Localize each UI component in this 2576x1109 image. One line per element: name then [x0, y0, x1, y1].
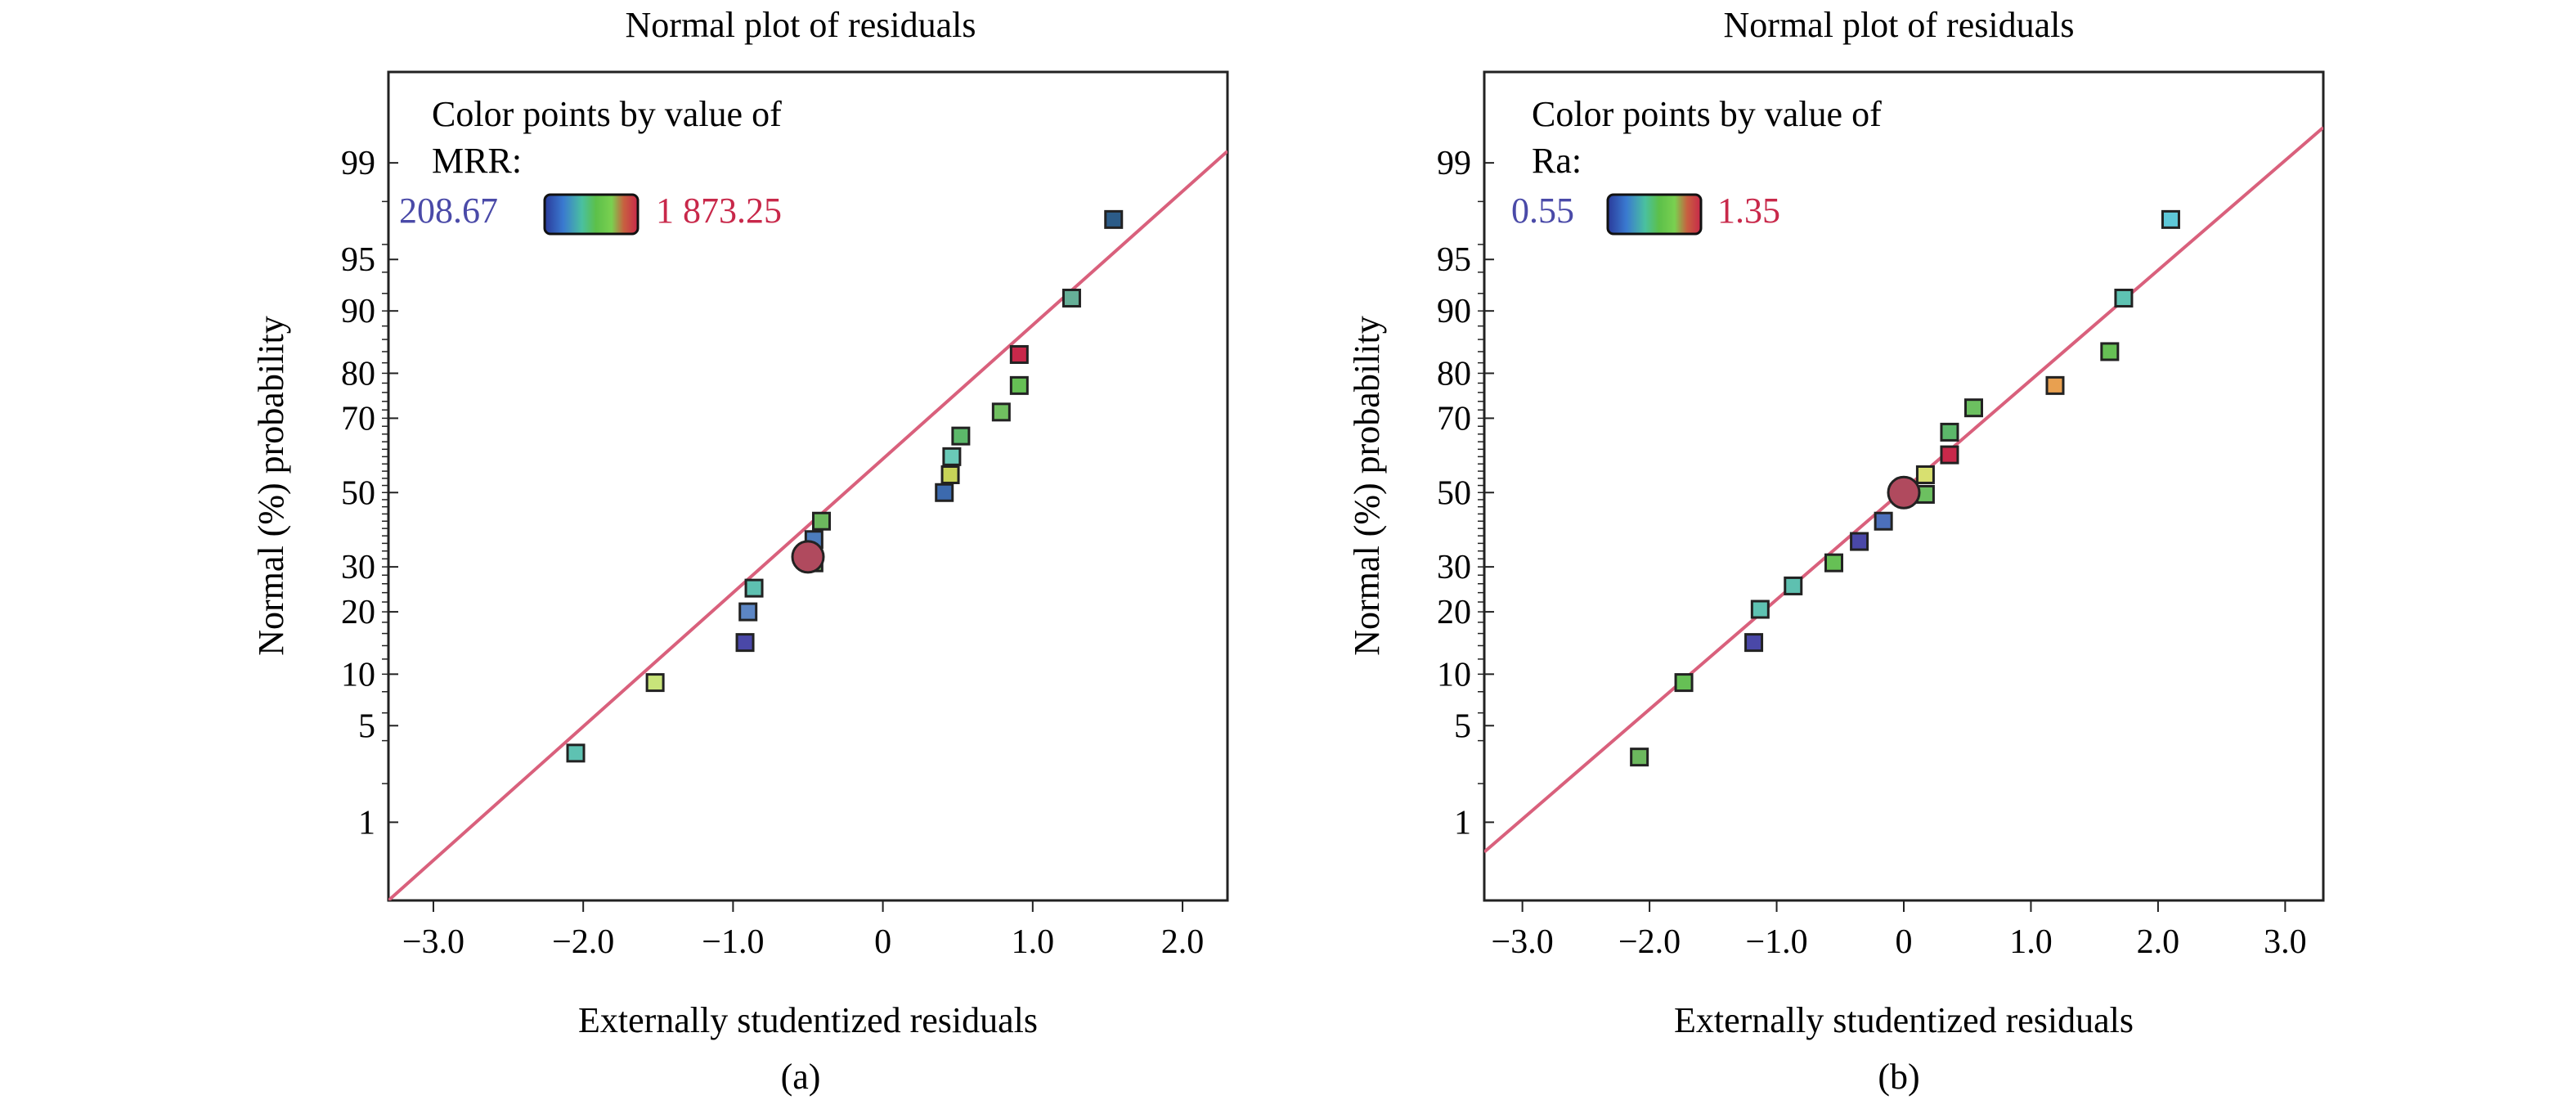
y-tick-label: 5 [358, 707, 375, 745]
y-tick-label: 10 [1437, 656, 1471, 694]
y-tick-label: 95 [1437, 241, 1471, 279]
plot-frame [387, 70, 1229, 902]
legend-max-label: 1.35 [1717, 191, 1780, 231]
legend-title-line2: MRR: [432, 141, 522, 181]
x-tick-label: −2.0 [1618, 923, 1681, 961]
y-axis-label: Normal (%) probability [251, 316, 291, 655]
data-point [1824, 553, 1843, 572]
x-tick-label: 1.0 [2009, 923, 2053, 961]
data-point [1009, 375, 1029, 395]
data-point [1915, 465, 1935, 484]
panel-caption-b: (b) [1878, 1057, 1919, 1097]
centroid-marker [791, 540, 825, 574]
y-tick-label: 50 [1437, 474, 1471, 512]
legend-title-line2: Ra: [1532, 141, 1582, 181]
y-tick-group: 1 5 10 20 30 50 70 80 90 95 99 [341, 145, 398, 842]
x-tick-label: 2.0 [1161, 923, 1205, 961]
data-point [951, 426, 971, 446]
x-tick-label: −2.0 [552, 923, 614, 961]
y-tick-label: 90 [1437, 293, 1471, 330]
data-point [738, 602, 758, 622]
x-axis-label: Externally studentized residuals [578, 1000, 1038, 1040]
data-point [942, 447, 962, 466]
legend-gradient-bar [543, 193, 640, 236]
data-marks [1484, 126, 2323, 854]
legend-min-label: 0.55 [1511, 191, 1574, 231]
data-point [940, 465, 960, 484]
chart-panel-a: Normal plot of residuals 1 5 10 20 30 50 70 80 9… [251, 5, 1229, 1097]
x-tick-label: 1.0 [1012, 923, 1055, 961]
y-tick-label: 20 [341, 594, 375, 631]
data-point [1009, 344, 1029, 364]
data-point [991, 402, 1011, 422]
data-point [1674, 673, 1694, 693]
data-point [1750, 599, 1770, 619]
data-point [1850, 532, 1869, 551]
data-point [1940, 422, 1959, 442]
legend-gradient-bar [1606, 193, 1703, 236]
y-tick-label: 5 [1454, 707, 1471, 745]
x-axis-label: Externally studentized residuals [1674, 1000, 2134, 1040]
chart-title: Normal plot of residuals [1724, 5, 2075, 45]
y-tick-label: 30 [1437, 549, 1471, 586]
chart-title: Normal plot of residuals [626, 5, 976, 45]
y-tick-label: 1 [358, 804, 375, 842]
data-point [1061, 288, 1081, 308]
data-point [1784, 576, 1803, 595]
y-tick-label: 80 [1437, 355, 1471, 393]
data-point [1744, 633, 1764, 653]
data-point [1104, 209, 1124, 229]
x-tick-label: −1.0 [1745, 923, 1807, 961]
x-tick-label: −3.0 [402, 923, 464, 961]
legend-title-line1: Color points by value of [1532, 94, 1882, 134]
data-point [1964, 398, 1983, 418]
x-tick-label: 0 [874, 923, 891, 961]
y-tick-label: 70 [341, 400, 375, 438]
legend-max-label: 1 873.25 [656, 191, 782, 231]
legend-min-label: 208.67 [399, 191, 498, 231]
x-tick-label: −3.0 [1492, 923, 1554, 961]
x-tick-label: 0 [1896, 923, 1913, 961]
data-point [744, 578, 764, 598]
y-tick-label: 95 [341, 241, 375, 279]
data-point [2161, 209, 2180, 229]
y-tick-label: 99 [341, 145, 375, 182]
y-tick-label: 70 [1437, 400, 1471, 438]
x-tick-group: −3.0 −2.0 −1.0 0 1.0 2.0 [402, 900, 1204, 961]
panel-caption-a: (a) [781, 1057, 821, 1097]
y-tick-label: 90 [341, 293, 375, 330]
reference-line [388, 150, 1227, 900]
chart-panel-b: Normal plot of residuals 1 5 10 20 30 50 70 80 9… [1347, 5, 2325, 1097]
x-tick-label: −1.0 [702, 923, 764, 961]
color-legend: Color points by value of MRR: 208.67 1 8… [399, 94, 782, 236]
x-tick-group: −3.0 −2.0 −1.0 0 1.0 2.0 3.0 [1492, 900, 2307, 961]
data-point [811, 511, 831, 531]
data-point [735, 633, 755, 653]
y-tick-label: 50 [341, 474, 375, 512]
y-tick-label: 10 [341, 656, 375, 694]
x-tick-label: 2.0 [2137, 923, 2180, 961]
data-marks [388, 150, 1227, 900]
y-axis-label: Normal (%) probability [1347, 316, 1387, 655]
y-tick-label: 1 [1454, 804, 1471, 842]
data-point [1940, 445, 1959, 465]
data-point [1874, 511, 1893, 531]
data-point [2114, 288, 2134, 308]
y-tick-label: 20 [1437, 594, 1471, 631]
data-point [645, 673, 665, 693]
data-point [1630, 748, 1649, 767]
y-tick-label: 80 [341, 355, 375, 393]
color-legend: Color points by value of Ra: 0.55 1.35 [1511, 94, 1882, 236]
y-tick-label: 99 [1437, 145, 1471, 182]
x-tick-label: 3.0 [2264, 923, 2307, 961]
y-tick-label: 30 [341, 549, 375, 586]
data-point [2100, 342, 2120, 361]
y-tick-group: 1 5 10 20 30 50 70 80 90 95 99 [1437, 145, 1494, 842]
legend-title-line1: Color points by value of [432, 94, 782, 134]
data-point [566, 743, 586, 763]
data-point [2045, 375, 2065, 395]
centroid-marker [1887, 475, 1921, 510]
data-point [935, 483, 954, 502]
